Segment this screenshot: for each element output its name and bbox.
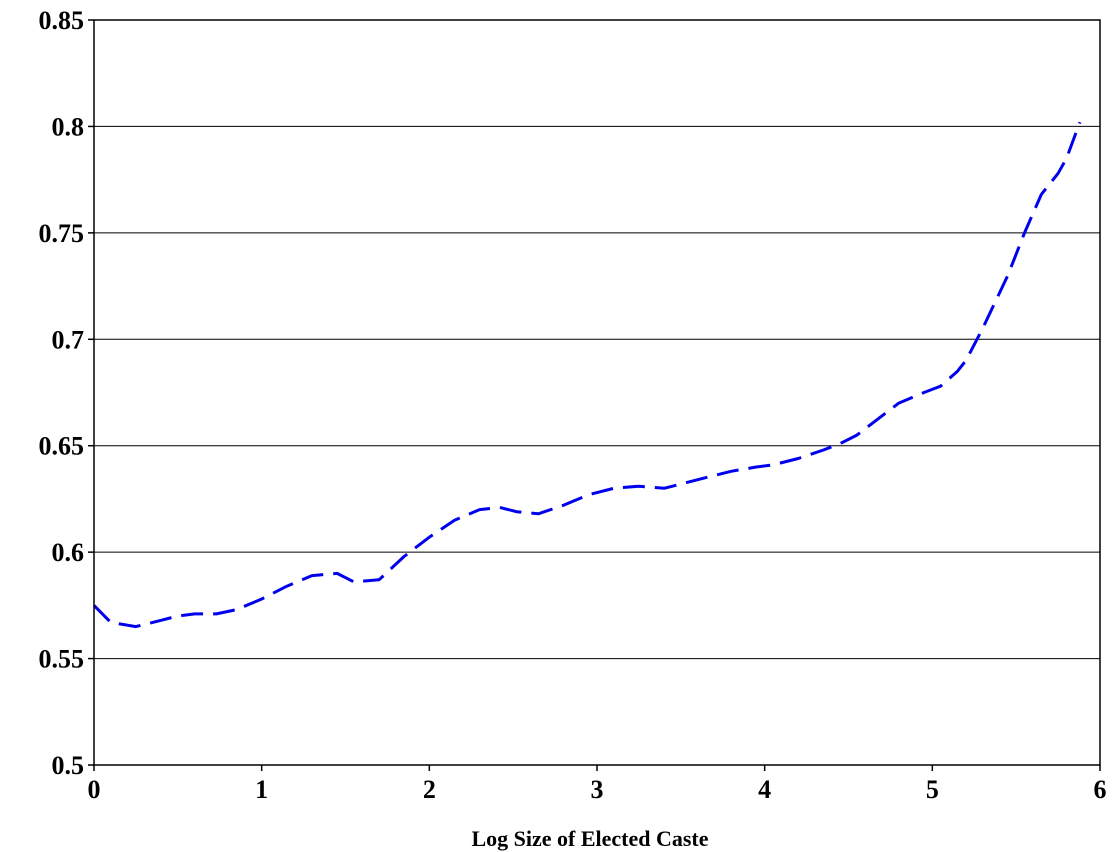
y-tick-label: 0.7	[52, 325, 85, 354]
x-axis-title: Log Size of Elected Caste	[471, 826, 708, 851]
x-tick-label: 0	[88, 775, 101, 804]
y-tick-label: 0.85	[39, 6, 85, 35]
x-tick-label: 6	[1094, 775, 1107, 804]
x-tick-label: 2	[423, 775, 436, 804]
plot-frame	[93, 19, 1101, 766]
y-tick-label: 0.55	[39, 645, 85, 674]
series-layer	[92, 121, 1082, 629]
y-axis-ticks: 0.5 0.55 0.6 0.65 0.7 0.75 0.8 0.85	[39, 6, 94, 780]
x-tick-label: 1	[255, 775, 268, 804]
grid-lines	[94, 125, 1100, 660]
y-tick-label: 0.8	[52, 112, 85, 141]
y-tick-label: 0.5	[52, 751, 85, 780]
x-axis-ticks: 0 1 2 3 4 5 6	[88, 765, 1107, 804]
x-tick-label: 3	[591, 775, 604, 804]
y-tick-label: 0.6	[52, 538, 85, 567]
series-line	[92, 121, 1082, 629]
y-tick-label: 0.75	[39, 219, 85, 248]
x-tick-label: 5	[926, 775, 939, 804]
x-tick-label: 4	[758, 775, 771, 804]
y-tick-label: 0.65	[39, 432, 85, 461]
